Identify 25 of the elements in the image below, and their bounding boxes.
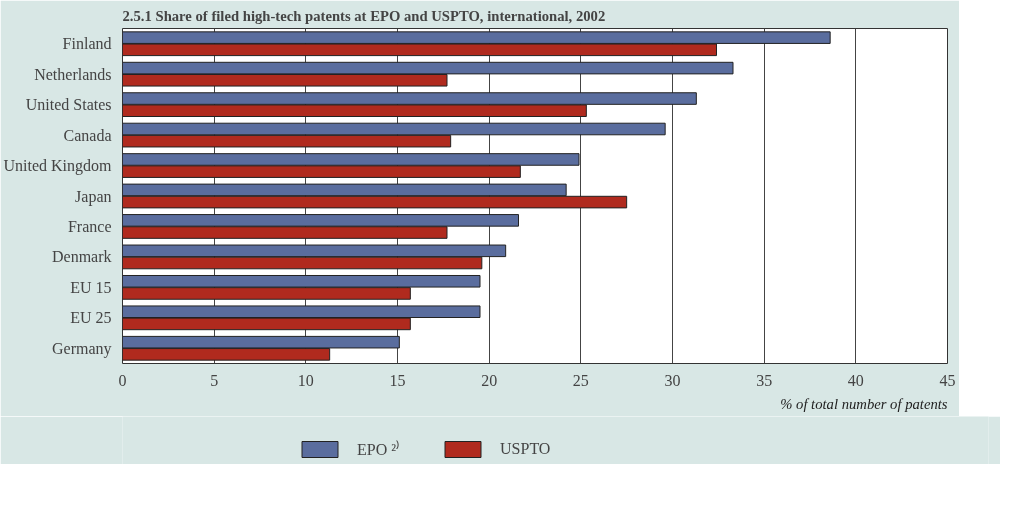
x-tick-label: 25 bbox=[572, 371, 589, 389]
y-tick-label: Finland bbox=[62, 35, 112, 53]
x-tick-label: 40 bbox=[847, 371, 864, 389]
legend-label: EPO ²⁾ bbox=[357, 439, 401, 460]
y-tick-label: Canada bbox=[63, 126, 112, 144]
y-tick-label: Japan bbox=[75, 187, 112, 206]
x-tick-label: 45 bbox=[939, 371, 956, 389]
x-tick-label: 10 bbox=[297, 371, 314, 389]
x-tick-label: 35 bbox=[756, 371, 773, 389]
y-tick-label: Netherlands bbox=[34, 65, 112, 83]
y-tick-label: EU 25 bbox=[70, 309, 112, 327]
y-tick-label: United States bbox=[25, 96, 112, 114]
legend-label: USPTO bbox=[500, 440, 551, 458]
y-tick-label: Denmark bbox=[51, 248, 112, 266]
y-tick-label: EU 15 bbox=[70, 278, 112, 296]
x-tick-label: 30 bbox=[664, 371, 681, 389]
x-tick-label: 20 bbox=[481, 371, 498, 389]
chart-title: 2.5.1 Share of filed high-tech patents at EPO and USPTO, international, 2002 bbox=[122, 7, 606, 24]
x-tick-label: 0 bbox=[118, 371, 127, 389]
y-tick-label: France bbox=[67, 217, 112, 235]
x-tick-label: 15 bbox=[389, 371, 406, 389]
x-tick-label: 5 bbox=[210, 371, 219, 389]
y-tick-label: United Kingdom bbox=[3, 157, 113, 176]
x-axis-title: % of total number of patents bbox=[780, 395, 948, 412]
y-tick-label: Germany bbox=[51, 339, 112, 358]
